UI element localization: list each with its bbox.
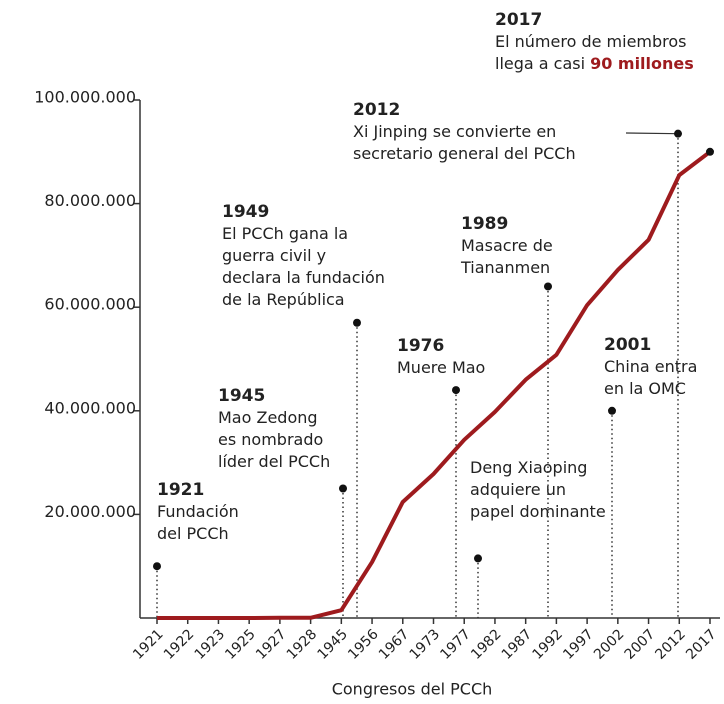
- annotation-year: 2012: [353, 100, 400, 120]
- annotation-text: guerra civil y: [222, 246, 326, 265]
- annotation-line: Fundación: [157, 502, 239, 521]
- annotation-text: llega a casi 90 millones: [495, 54, 694, 73]
- y-tick-label: 40.000.000: [44, 398, 136, 417]
- annotation-highlight: 90 millones: [590, 54, 694, 73]
- annotation-dot: [452, 386, 460, 395]
- x-axis-title: Congresos del PCCh: [332, 680, 493, 699]
- annotation-dot: [339, 484, 347, 493]
- annotation-dot: [608, 406, 616, 415]
- annotation-line: secretario general del PCCh: [353, 144, 576, 163]
- annotation-year: 1921: [157, 480, 204, 500]
- y-tick-label: 80.000.000: [44, 191, 136, 210]
- annotation-year: 2001: [604, 335, 651, 355]
- x-tick-label: 1921: [130, 626, 167, 663]
- annotation-line: Deng Xiaoping: [470, 458, 587, 477]
- annotation-year: 2017: [495, 10, 542, 30]
- annotation-line: líder del PCCh: [218, 452, 330, 471]
- x-tick-label: 2017: [683, 626, 720, 663]
- data-line: [156, 150, 712, 620]
- y-tick-label: 20.000.000: [44, 502, 136, 521]
- annotation-text: El PCCh gana la: [222, 224, 348, 243]
- annotation-line: adquiere un: [470, 480, 566, 499]
- annotation-text: adquiere un: [470, 480, 566, 499]
- annotation-text: Tiananmen: [460, 258, 550, 277]
- x-tick-label: 2002: [591, 626, 628, 663]
- annotation-text: declara la fundación: [222, 268, 385, 287]
- annotation-dot: [674, 129, 682, 138]
- annotation-text: papel dominante: [470, 502, 606, 521]
- annotation-line: declara la fundación: [222, 268, 385, 287]
- y-tick-label: 100.000.000: [34, 88, 136, 107]
- x-tick-label: 1992: [530, 626, 567, 663]
- y-tick-label: 60.000.000: [44, 295, 136, 314]
- annotation-text: China entra: [604, 357, 697, 376]
- annotation-line: Masacre de: [461, 236, 553, 255]
- x-tick-label: 1967: [376, 626, 413, 663]
- annotation-dot: [544, 282, 552, 291]
- annotation-text: Muere Mao: [397, 358, 485, 377]
- annotation-dot: [474, 554, 482, 563]
- annotation-line: China entra: [604, 357, 697, 376]
- annotation-text: Xi Jinping se convierte en: [353, 122, 556, 141]
- annotation-leader: [625, 132, 679, 135]
- x-tick-label: 1928: [284, 626, 321, 663]
- annotation-text: es nombrado: [218, 430, 323, 449]
- annotation-text: de la República: [222, 290, 345, 309]
- annotation-text: Fundación: [157, 502, 239, 521]
- annotation-text: Mao Zedong: [218, 408, 318, 427]
- annotation-text: líder del PCCh: [218, 452, 330, 471]
- annotation-text: Deng Xiaoping: [470, 458, 587, 477]
- annotation-line: El número de miembros: [495, 32, 687, 51]
- annotation-line: de la República: [222, 290, 345, 309]
- annotation-year: 1976: [397, 336, 444, 356]
- annotation-text: en la OMC: [604, 379, 686, 398]
- annotation-line: Tiananmen: [460, 258, 550, 277]
- x-tick-label: 1922: [161, 626, 198, 663]
- annotation-text: El número de miembros: [495, 32, 687, 51]
- annotation-line: en la OMC: [604, 379, 686, 398]
- annotation-text: del PCCh: [157, 524, 229, 543]
- annotation-line: El PCCh gana la: [222, 224, 348, 243]
- x-tick-label: 1956: [345, 626, 382, 663]
- annotation-line: Xi Jinping se convierte en: [353, 122, 556, 141]
- annotation-text: secretario general del PCCh: [353, 144, 576, 163]
- annotation-year: 1949: [222, 202, 269, 222]
- x-tick-label: 1987: [499, 626, 536, 663]
- x-tick-label: 2012: [652, 626, 689, 663]
- x-tick-label: 1977: [437, 626, 474, 663]
- annotation-line: del PCCh: [157, 524, 229, 543]
- annotation-year: 1945: [218, 386, 265, 406]
- annotation-dot: [153, 562, 161, 571]
- annotation-dot: [353, 318, 361, 327]
- annotation-line: llega a casi: [495, 54, 585, 73]
- annotation-line: guerra civil y: [222, 246, 326, 265]
- annotation-text: Masacre de: [461, 236, 553, 255]
- x-tick-label: 1973: [407, 626, 444, 663]
- annotation-line: papel dominante: [470, 502, 606, 521]
- annotation-line: es nombrado: [218, 430, 323, 449]
- x-tick-label: 1997: [560, 626, 597, 663]
- x-tick-label: 1927: [253, 626, 290, 663]
- annotation-line: Muere Mao: [397, 358, 485, 377]
- x-tick-label: 1945: [314, 626, 351, 663]
- x-tick-label: 1923: [192, 626, 229, 663]
- x-tick-label: 1982: [468, 626, 505, 663]
- end-dot: [706, 147, 714, 156]
- x-tick-label: 1925: [222, 626, 259, 663]
- annotation-year: 1989: [461, 214, 508, 234]
- annotation-line: Mao Zedong: [218, 408, 318, 427]
- x-tick-label: 2007: [622, 626, 659, 663]
